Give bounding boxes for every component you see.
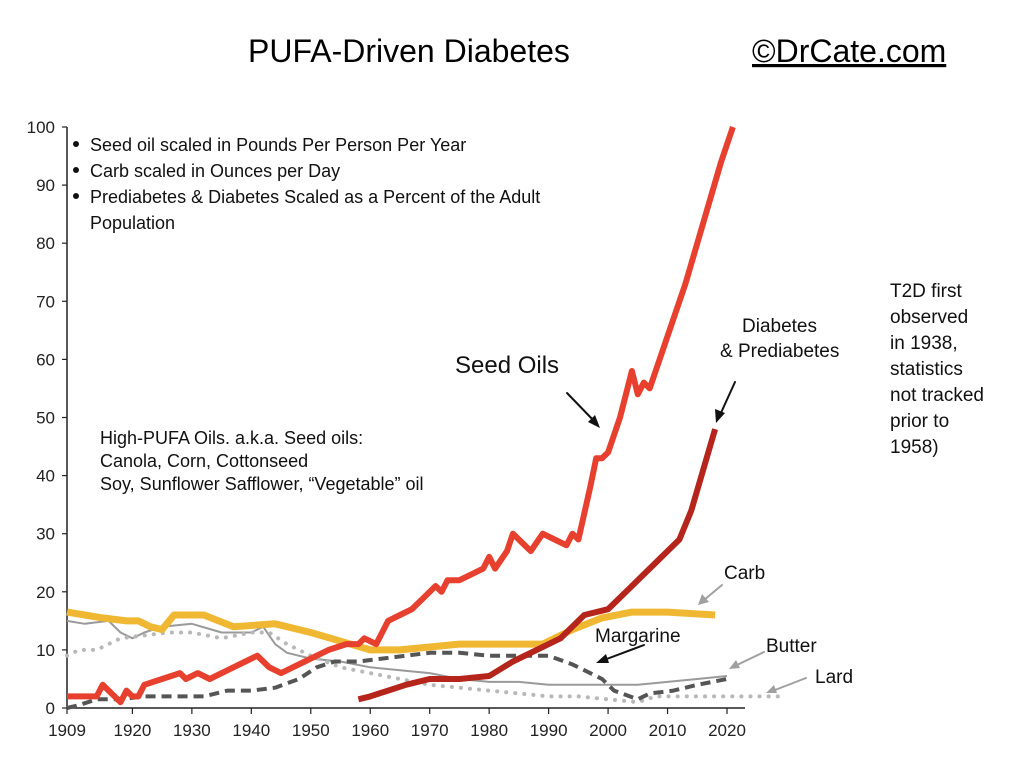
x-tick-label: 1920 (113, 721, 151, 740)
t2d-note-line: statistics (890, 359, 963, 380)
bullet-diabetes-cont: Population (90, 213, 175, 233)
seed-oil-note-line: Canola, Corn, Cottonseed (100, 451, 308, 471)
seed-oil-note-line: High-PUFA Oils. a.k.a. Seed oils: (100, 428, 363, 448)
series-line-butter (66, 619, 728, 686)
arrow-head (766, 685, 777, 693)
t2d-note-line: 1958) (890, 437, 939, 458)
arrow-margarine (603, 644, 645, 661)
x-tick-label: 2020 (708, 721, 746, 740)
series-group (65, 126, 789, 710)
x-tick-label: 1960 (351, 721, 389, 740)
bullet-dot (73, 141, 79, 147)
legend-notes: Seed oil scaled in Pounds Per Person Per… (73, 135, 540, 233)
x-tick-label: 1940 (232, 721, 270, 740)
series-line-lard (65, 630, 789, 705)
arrow-butter (736, 651, 765, 666)
arrow-head (715, 409, 725, 423)
x-tick-label: 1980 (470, 721, 508, 740)
x-tick-label: 1909 (48, 721, 86, 740)
copyright-text: ©DrCate.com (752, 33, 946, 69)
arrow-diabetes (719, 381, 736, 416)
arrow-head (588, 415, 600, 428)
series-line-seed-oils (67, 126, 736, 706)
series-label-butter: Butter (766, 636, 817, 657)
x-tick-label: 1950 (292, 721, 330, 740)
y-tick-label: 40 (36, 467, 55, 486)
t2d-note-line: in 1938, (890, 333, 958, 354)
annotation-arrows (566, 381, 807, 693)
series-label-margarine: Margarine (595, 626, 681, 647)
series-label-seed-oils: Seed Oils (455, 352, 559, 379)
arrow-head (729, 660, 740, 669)
bullet-carb: Carb scaled in Ounces per Day (90, 161, 340, 181)
series-label-prediabetes: & Prediabetes (720, 341, 839, 362)
t2d-note-line: prior to (890, 411, 949, 432)
bullet-seed-oil: Seed oil scaled in Pounds Per Person Per… (90, 135, 466, 155)
series-labels: Seed Oils Diabetes & Prediabetes Carb Ma… (455, 316, 853, 688)
t2d-note-line: not tracked (890, 385, 984, 406)
y-tick-label: 30 (36, 525, 55, 544)
arrow-seed-oils (566, 392, 597, 424)
y-tick-label: 10 (36, 641, 55, 660)
t2d-note-line: observed (890, 307, 968, 328)
x-tick-label: 1930 (173, 721, 211, 740)
series-line-margarine (66, 650, 728, 710)
y-tick-labels: 0 10 20 30 40 50 60 70 80 90 100 (27, 118, 67, 718)
x-tick-label: 2000 (589, 721, 627, 740)
seed-oil-note: High-PUFA Oils. a.k.a. Seed oils: Canola… (100, 428, 424, 494)
series-label-carb: Carb (724, 563, 765, 584)
arrow-head (596, 654, 609, 663)
x-tick-labels: 1909 1920 1930 1940 1950 1960 1970 1980 1990 2000… (48, 708, 746, 740)
series-label-diabetes: Diabetes (742, 316, 817, 337)
arrow-lard (774, 677, 807, 691)
t2d-note: T2D first observed in 1938, statistics n… (890, 281, 984, 458)
bullet-diabetes: Prediabetes & Diabetes Scaled as a Perce… (90, 187, 540, 207)
arrow-head (698, 594, 709, 605)
x-tick-label: 1970 (411, 721, 449, 740)
t2d-note-line: T2D first (890, 281, 963, 302)
y-tick-label: 20 (36, 583, 55, 602)
x-tick-label: 2010 (649, 721, 687, 740)
y-tick-label: 70 (36, 292, 55, 311)
y-tick-label: 100 (27, 118, 55, 137)
y-tick-label: 80 (36, 234, 55, 253)
y-tick-label: 0 (46, 699, 55, 718)
series-label-lard: Lard (815, 667, 853, 688)
seed-oil-note-line: Soy, Sunflower Safflower, “Vegetable” oi… (100, 474, 424, 494)
chart-title: PUFA-Driven Diabetes (248, 33, 570, 69)
y-tick-label: 90 (36, 176, 55, 195)
arrow-carb (703, 584, 723, 601)
bullet-dot (73, 167, 79, 173)
x-tick-label: 1990 (530, 721, 568, 740)
y-tick-label: 60 (36, 350, 55, 369)
series-line-diabetes-prediabetes (357, 428, 718, 703)
y-tick-label: 50 (36, 409, 55, 428)
bullet-dot (73, 193, 79, 199)
